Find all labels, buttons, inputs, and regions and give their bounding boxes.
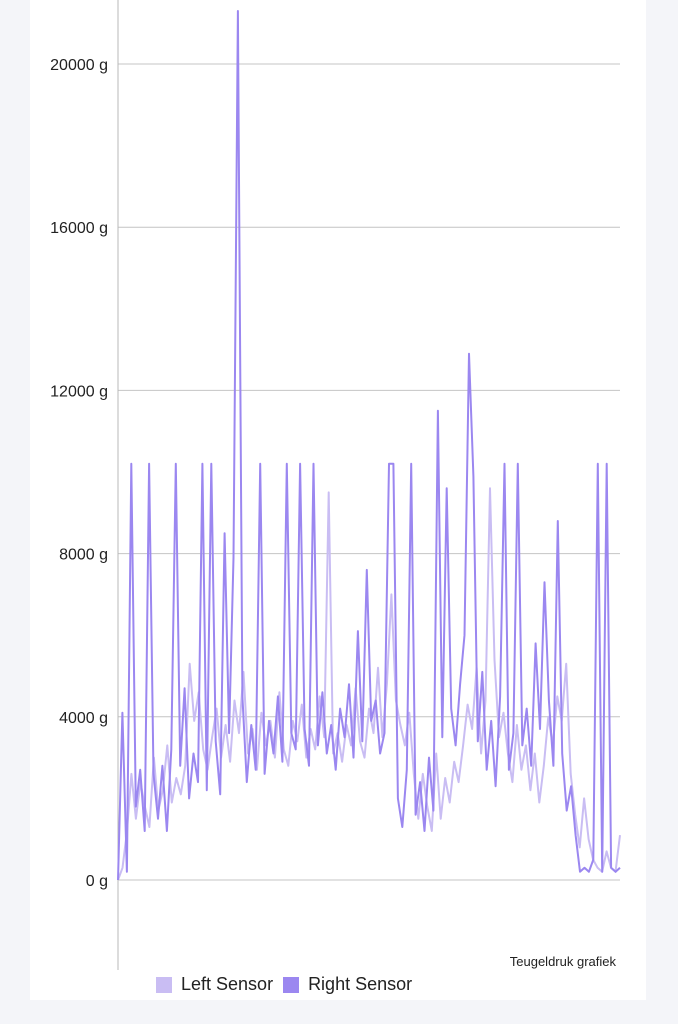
legend: Left Sensor Right Sensor [156,974,422,995]
y-tick-label: 0 g [86,873,108,890]
legend-item-right-sensor[interactable]: Right Sensor [283,974,412,995]
y-tick-label: 4000 g [59,710,108,727]
y-tick-label: 20000 g [50,57,108,74]
legend-label-right-sensor: Right Sensor [308,974,413,994]
y-tick-label: 8000 g [59,547,108,564]
y-tick-label: 12000 g [50,383,108,400]
series-line-left-sensor [117,487,621,881]
legend-label-left-sensor: Left Sensor [181,974,274,994]
line-chart: 0 g 4000 g 8000 g 12000 g 16000 g 20000 g [50,0,621,970]
legend-swatch-left-sensor [156,976,172,993]
chart-card: 0 g 4000 g 8000 g 12000 g 16000 g 20000 g Teu… [30,0,646,1000]
series-line-right-sensor [117,10,621,881]
y-axis-tick-labels: 0 g 4000 g 8000 g 12000 g 16000 g 20000 g [50,57,108,890]
chart-caption: Teugeldruk grafiek [509,954,616,969]
y-tick-label: 16000 g [50,220,108,237]
legend-swatch-right-sensor [283,976,300,993]
series-lines [117,10,621,881]
legend-item-left-sensor[interactable]: Left Sensor [156,974,273,995]
